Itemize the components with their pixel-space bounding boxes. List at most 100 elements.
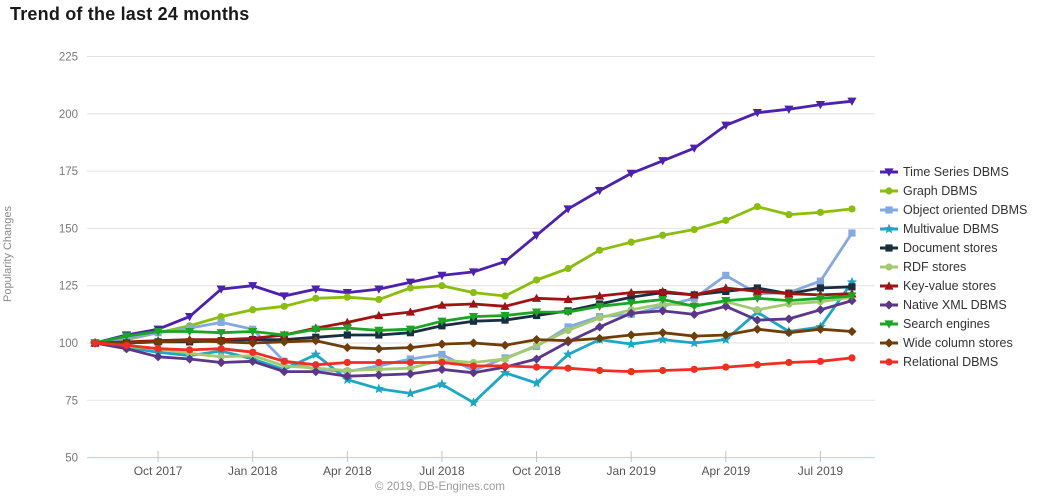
legend-item-wide-column-stores[interactable]: Wide column stores (880, 333, 1027, 352)
legend-item-native-xml-dbms[interactable]: Native XML DBMS (880, 295, 1027, 314)
triangle-up-marker (884, 280, 894, 290)
diamond-marker (311, 336, 321, 346)
triangle-up-marker (437, 300, 447, 309)
circle-marker (848, 205, 856, 213)
triangle-down-marker (815, 294, 826, 303)
circle-marker (753, 203, 761, 211)
legend-label: Graph DBMS (903, 183, 978, 198)
square-marker (816, 277, 825, 285)
square-legend-icon (880, 243, 898, 252)
x-tick-label: Oct 2017 (134, 464, 183, 478)
circle-marker (375, 358, 383, 367)
square-marker (438, 350, 446, 359)
circle-marker (596, 246, 604, 254)
circle-marker (596, 366, 604, 375)
triangle-up-marker (374, 310, 384, 320)
legend-item-key-value-stores[interactable]: Key-value stores (880, 276, 1027, 295)
diamond-marker (153, 337, 163, 347)
legend-item-relational-dbms[interactable]: Relational DBMS (880, 352, 1027, 371)
circle-marker (249, 306, 257, 314)
triangle-up-marker (342, 317, 352, 326)
diamond-marker (626, 308, 636, 318)
circle-marker (438, 358, 446, 367)
legend-item-time-series-dbms[interactable]: Time Series DBMS (880, 162, 1027, 181)
y-axis-title: Popularity Changes (2, 206, 14, 303)
circle-marker (501, 292, 509, 300)
circle-marker (343, 366, 351, 375)
triangle-down-marker (626, 299, 636, 308)
diamond-marker (153, 352, 163, 362)
diamond-marker (595, 333, 605, 344)
triangle-up-marker (563, 294, 573, 304)
diamond-marker (815, 305, 826, 315)
series-time-series-dbms[interactable] (90, 97, 857, 348)
triangle-down-marker (531, 231, 542, 240)
diamond-legend-icon (880, 337, 898, 348)
circle-marker (885, 357, 893, 366)
circle-marker (885, 262, 893, 271)
circle-marker (217, 313, 225, 321)
triangle-down-marker (311, 285, 321, 294)
circle-marker (596, 314, 604, 322)
legend-label: Wide column stores (903, 335, 1013, 350)
square-marker (848, 229, 856, 237)
circle-marker (564, 364, 572, 372)
triangle-down-marker (884, 167, 894, 177)
square-marker (848, 283, 856, 291)
circle-marker (564, 264, 572, 273)
circle-marker (375, 295, 383, 304)
triangle-up-marker (405, 307, 415, 316)
legend-item-object-oriented-dbms[interactable]: Object oriented DBMS (880, 200, 1027, 219)
triangle-down-marker (405, 278, 415, 287)
circle-marker (280, 357, 288, 365)
legend-item-search-engines[interactable]: Search engines (880, 314, 1027, 333)
triangle-down-marker (248, 327, 258, 337)
diamond-marker (437, 364, 447, 374)
circle-marker (816, 208, 825, 216)
triangle-up-marker (531, 293, 542, 302)
triangle-up-marker (626, 287, 636, 297)
triangle-up-marker (468, 299, 479, 308)
circle-marker (154, 345, 162, 353)
y-tick-label-200: 200 (59, 109, 78, 121)
series-relational-dbms[interactable] (91, 339, 856, 376)
star-marker (468, 397, 479, 407)
diamond-marker (752, 324, 762, 334)
diamond-marker (279, 337, 289, 347)
y-tick-label-75: 75 (65, 395, 78, 407)
triangle-down-marker (815, 101, 826, 110)
legend-item-rdf-stores[interactable]: RDF stores (880, 257, 1027, 276)
diamond-marker (884, 299, 894, 310)
triangle-down-marker (500, 258, 510, 267)
square-marker (217, 318, 225, 326)
x-tick-label: Jan 2018 (228, 464, 278, 478)
diamond-marker (374, 370, 384, 380)
triangle-up-marker (595, 291, 605, 300)
legend-label: Relational DBMS (903, 354, 999, 369)
diamond-marker (626, 330, 636, 340)
chart-legend: Time Series DBMS Graph DBMS Object oriente… (880, 162, 1027, 371)
circle-marker (659, 366, 667, 375)
diamond-marker (185, 336, 195, 346)
star-marker (626, 338, 637, 349)
circle-marker (753, 361, 761, 369)
circle-marker (532, 363, 541, 371)
diamond-marker (563, 336, 573, 346)
legend-item-document-stores[interactable]: Document stores (880, 238, 1027, 257)
circle-marker (722, 216, 730, 224)
legend-label: Multivalue DBMS (903, 221, 999, 236)
legend-label: Object oriented DBMS (903, 202, 1028, 217)
star-legend-icon (880, 223, 898, 233)
y-tick-label-175: 175 (59, 166, 78, 178)
square-marker (885, 243, 893, 252)
triangle-down-marker (405, 325, 415, 334)
legend-item-multivalue-dbms[interactable]: Multivalue DBMS (880, 219, 1027, 238)
diamond-marker (405, 342, 415, 353)
legend-item-graph-dbms[interactable]: Graph DBMS (880, 181, 1027, 200)
triangle-down-marker (658, 295, 668, 305)
diamond-marker (752, 315, 762, 325)
triangle-down-marker (884, 319, 894, 329)
square-marker (816, 284, 825, 292)
triangle-up-marker (721, 283, 731, 292)
